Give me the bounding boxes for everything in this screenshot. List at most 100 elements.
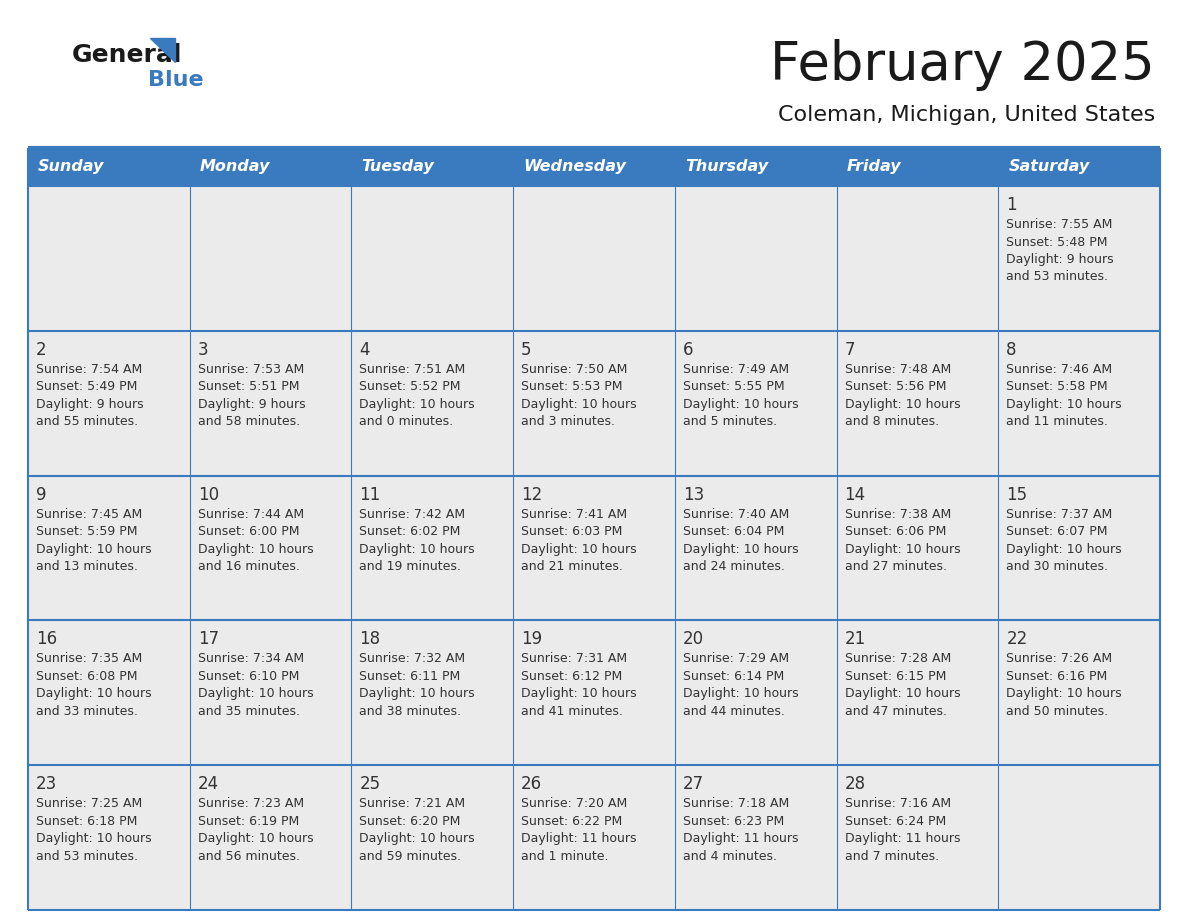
Text: 10: 10 [197, 486, 219, 504]
Text: 16: 16 [36, 631, 57, 648]
Text: and 58 minutes.: and 58 minutes. [197, 415, 299, 429]
Text: Daylight: 10 hours: Daylight: 10 hours [1006, 688, 1121, 700]
Text: Saturday: Saturday [1009, 160, 1089, 174]
Text: and 35 minutes.: and 35 minutes. [197, 705, 299, 718]
Text: Sunrise: 7:50 AM: Sunrise: 7:50 AM [522, 363, 627, 375]
Text: Sunset: 6:23 PM: Sunset: 6:23 PM [683, 814, 784, 828]
Text: Daylight: 11 hours: Daylight: 11 hours [845, 833, 960, 845]
Text: Daylight: 10 hours: Daylight: 10 hours [522, 543, 637, 555]
Text: Daylight: 9 hours: Daylight: 9 hours [197, 397, 305, 410]
Text: Daylight: 10 hours: Daylight: 10 hours [522, 397, 637, 410]
Text: Sunrise: 7:28 AM: Sunrise: 7:28 AM [845, 653, 950, 666]
Bar [29, 148, 1159, 186]
Text: 15: 15 [1006, 486, 1028, 504]
Text: Sunset: 6:24 PM: Sunset: 6:24 PM [845, 814, 946, 828]
Text: and 24 minutes.: and 24 minutes. [683, 560, 785, 573]
Text: Monday: Monday [200, 160, 270, 174]
Text: Sunrise: 7:26 AM: Sunrise: 7:26 AM [1006, 653, 1112, 666]
Text: Sunday: Sunday [38, 160, 105, 174]
Text: Sunset: 5:52 PM: Sunset: 5:52 PM [360, 380, 461, 393]
Text: Sunrise: 7:20 AM: Sunrise: 7:20 AM [522, 797, 627, 811]
Text: Friday: Friday [847, 160, 902, 174]
Text: 2: 2 [36, 341, 46, 359]
Text: Daylight: 10 hours: Daylight: 10 hours [360, 688, 475, 700]
Text: Sunset: 6:11 PM: Sunset: 6:11 PM [360, 670, 461, 683]
Text: and 53 minutes.: and 53 minutes. [1006, 271, 1108, 284]
Text: Sunset: 6:18 PM: Sunset: 6:18 PM [36, 814, 138, 828]
Text: Sunrise: 7:37 AM: Sunrise: 7:37 AM [1006, 508, 1112, 521]
Text: 12: 12 [522, 486, 543, 504]
Text: Sunset: 6:12 PM: Sunset: 6:12 PM [522, 670, 623, 683]
Text: Sunset: 6:06 PM: Sunset: 6:06 PM [845, 525, 946, 538]
Text: and 4 minutes.: and 4 minutes. [683, 850, 777, 863]
Text: Sunset: 6:22 PM: Sunset: 6:22 PM [522, 814, 623, 828]
Text: Sunset: 6:08 PM: Sunset: 6:08 PM [36, 670, 138, 683]
Text: and 41 minutes.: and 41 minutes. [522, 705, 623, 718]
Text: and 19 minutes.: and 19 minutes. [360, 560, 461, 573]
Text: Daylight: 10 hours: Daylight: 10 hours [845, 688, 960, 700]
Text: Daylight: 10 hours: Daylight: 10 hours [1006, 543, 1121, 555]
Text: Coleman, Michigan, United States: Coleman, Michigan, United States [778, 105, 1155, 125]
Text: Sunrise: 7:29 AM: Sunrise: 7:29 AM [683, 653, 789, 666]
Text: and 44 minutes.: and 44 minutes. [683, 705, 785, 718]
Text: Sunset: 6:03 PM: Sunset: 6:03 PM [522, 525, 623, 538]
Text: 21: 21 [845, 631, 866, 648]
Text: Daylight: 10 hours: Daylight: 10 hours [360, 397, 475, 410]
Text: Sunset: 6:16 PM: Sunset: 6:16 PM [1006, 670, 1107, 683]
Text: Sunset: 6:00 PM: Sunset: 6:00 PM [197, 525, 299, 538]
Text: and 30 minutes.: and 30 minutes. [1006, 560, 1108, 573]
Text: Sunset: 5:48 PM: Sunset: 5:48 PM [1006, 236, 1107, 249]
Text: and 55 minutes.: and 55 minutes. [36, 415, 138, 429]
Text: 19: 19 [522, 631, 542, 648]
Text: 24: 24 [197, 775, 219, 793]
Text: 25: 25 [360, 775, 380, 793]
Text: Sunrise: 7:25 AM: Sunrise: 7:25 AM [36, 797, 143, 811]
Text: 5: 5 [522, 341, 532, 359]
Bar [29, 621, 1159, 766]
Text: Sunrise: 7:44 AM: Sunrise: 7:44 AM [197, 508, 304, 521]
Text: Sunrise: 7:45 AM: Sunrise: 7:45 AM [36, 508, 143, 521]
Text: Daylight: 11 hours: Daylight: 11 hours [522, 833, 637, 845]
Text: 8: 8 [1006, 341, 1017, 359]
Text: Sunset: 5:56 PM: Sunset: 5:56 PM [845, 380, 946, 393]
Text: 9: 9 [36, 486, 46, 504]
Text: 27: 27 [683, 775, 704, 793]
Text: February 2025: February 2025 [770, 39, 1155, 91]
Text: Sunrise: 7:34 AM: Sunrise: 7:34 AM [197, 653, 304, 666]
Text: 23: 23 [36, 775, 57, 793]
Text: 26: 26 [522, 775, 542, 793]
Text: 18: 18 [360, 631, 380, 648]
Text: Sunset: 5:59 PM: Sunset: 5:59 PM [36, 525, 138, 538]
Text: Sunrise: 7:42 AM: Sunrise: 7:42 AM [360, 508, 466, 521]
Text: Sunset: 6:15 PM: Sunset: 6:15 PM [845, 670, 946, 683]
Text: and 53 minutes.: and 53 minutes. [36, 850, 138, 863]
Text: Tuesday: Tuesday [361, 160, 434, 174]
Text: Daylight: 10 hours: Daylight: 10 hours [1006, 397, 1121, 410]
Text: Sunrise: 7:31 AM: Sunrise: 7:31 AM [522, 653, 627, 666]
Text: Sunrise: 7:23 AM: Sunrise: 7:23 AM [197, 797, 304, 811]
Text: Sunrise: 7:53 AM: Sunrise: 7:53 AM [197, 363, 304, 375]
Text: Daylight: 9 hours: Daylight: 9 hours [1006, 253, 1114, 266]
Text: 28: 28 [845, 775, 866, 793]
Text: and 33 minutes.: and 33 minutes. [36, 705, 138, 718]
Text: 22: 22 [1006, 631, 1028, 648]
Text: Wednesday: Wednesday [523, 160, 626, 174]
Text: 6: 6 [683, 341, 694, 359]
Text: Sunset: 5:55 PM: Sunset: 5:55 PM [683, 380, 784, 393]
Text: 3: 3 [197, 341, 208, 359]
Text: Sunset: 6:14 PM: Sunset: 6:14 PM [683, 670, 784, 683]
Text: 20: 20 [683, 631, 704, 648]
Text: Daylight: 10 hours: Daylight: 10 hours [36, 688, 152, 700]
Bar [29, 476, 1159, 621]
Text: Daylight: 10 hours: Daylight: 10 hours [522, 688, 637, 700]
Text: Sunrise: 7:32 AM: Sunrise: 7:32 AM [360, 653, 466, 666]
Text: and 7 minutes.: and 7 minutes. [845, 850, 939, 863]
Bar [29, 330, 1159, 476]
Text: and 11 minutes.: and 11 minutes. [1006, 415, 1108, 429]
Text: Daylight: 10 hours: Daylight: 10 hours [36, 543, 152, 555]
Text: and 5 minutes.: and 5 minutes. [683, 415, 777, 429]
Text: and 16 minutes.: and 16 minutes. [197, 560, 299, 573]
Text: Sunrise: 7:41 AM: Sunrise: 7:41 AM [522, 508, 627, 521]
Text: 14: 14 [845, 486, 866, 504]
Text: 1: 1 [1006, 196, 1017, 214]
